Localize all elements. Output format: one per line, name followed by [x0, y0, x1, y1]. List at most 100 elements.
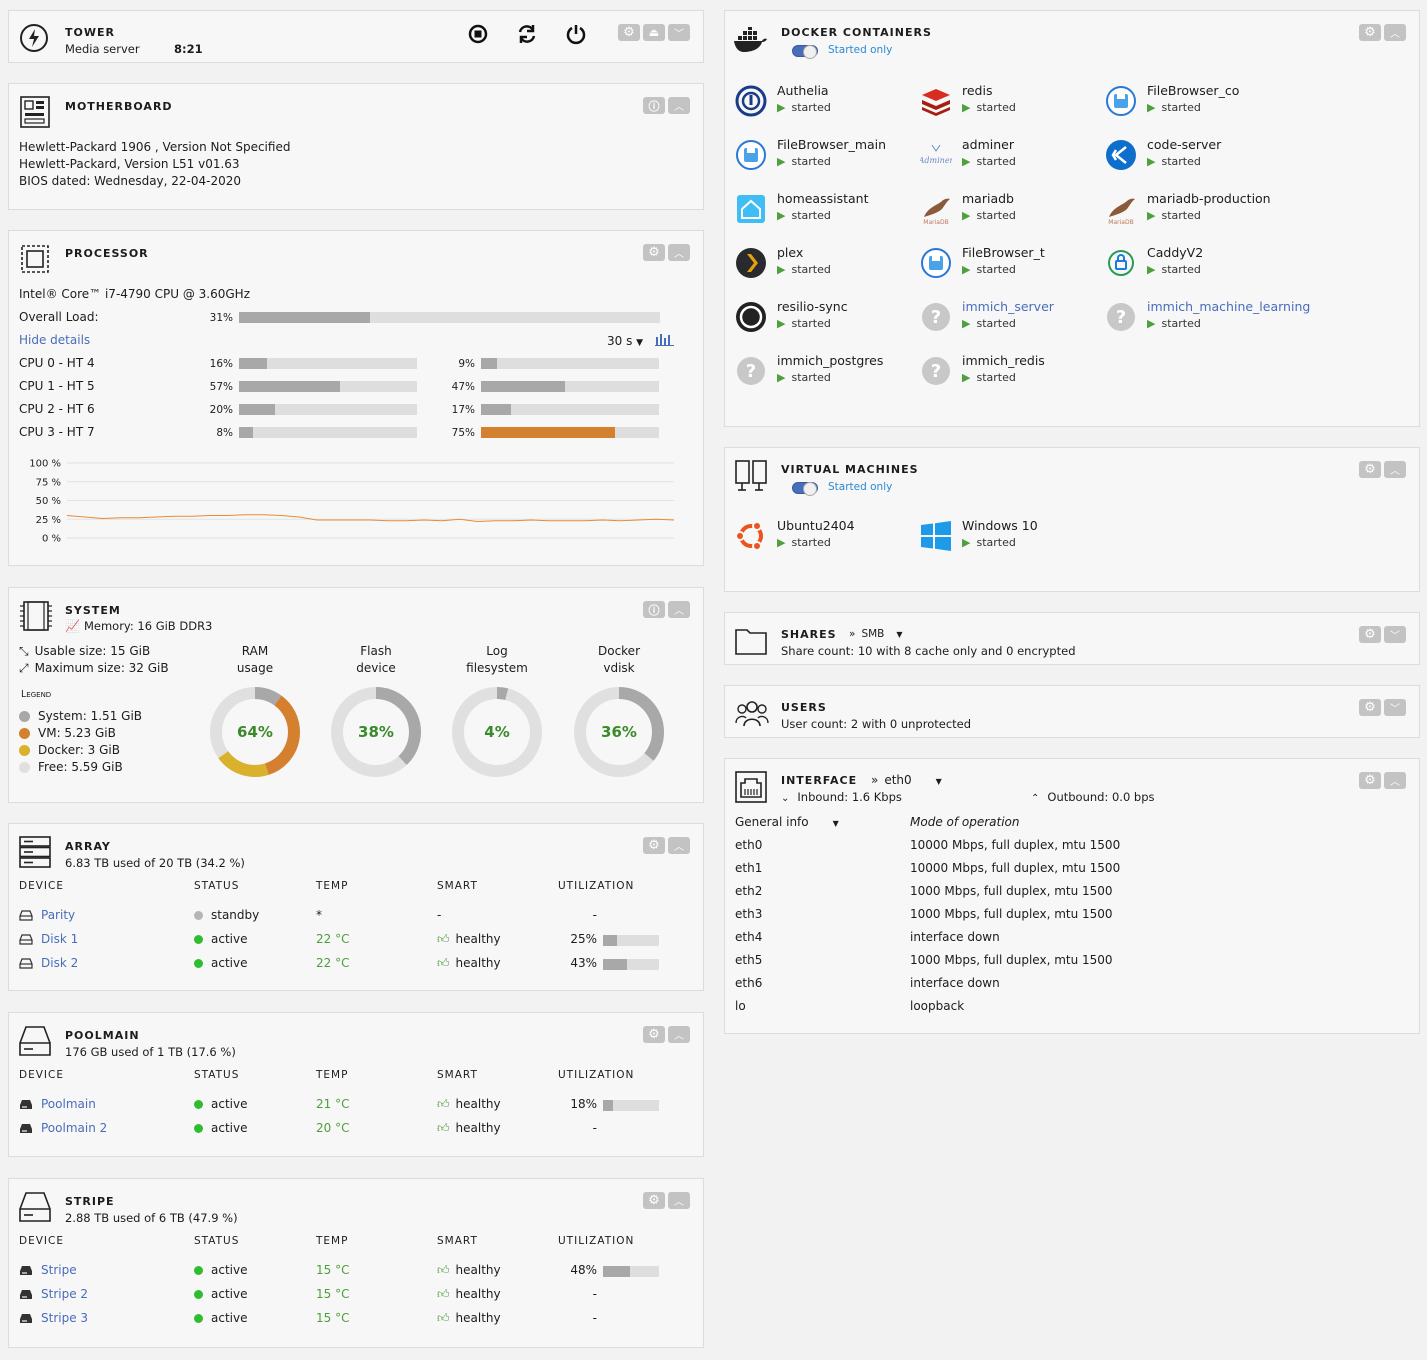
info-button[interactable]: ⓘ	[643, 97, 665, 114]
settings-button[interactable]: ⚙	[1359, 772, 1381, 789]
eject-button[interactable]: ⏏	[643, 24, 665, 41]
started-only-toggle[interactable]	[792, 45, 818, 59]
power-icon[interactable]	[566, 23, 586, 45]
device-status: active	[194, 1263, 247, 1277]
question-icon: ?	[737, 357, 765, 385]
device-name[interactable]: Stripe 2	[19, 1287, 88, 1301]
device-name[interactable]: Poolmain 2	[19, 1121, 107, 1135]
status-dot	[194, 1100, 203, 1109]
settings-button[interactable]: ⚙	[1359, 24, 1381, 41]
collapse-button[interactable]: ︿	[668, 1192, 690, 1209]
settings-button[interactable]: ⚙	[643, 1192, 665, 1209]
device-name[interactable]: Parity	[19, 908, 75, 922]
settings-button[interactable]: ⚙	[1359, 626, 1381, 643]
device-status: active	[194, 1097, 247, 1111]
container-name: immich_redis	[962, 353, 1045, 368]
stop-icon[interactable]	[468, 24, 488, 44]
collapse-button[interactable]: ︿	[1384, 461, 1406, 478]
device-name[interactable]: Poolmain	[19, 1097, 96, 1111]
trend-icon: 📈	[65, 619, 80, 633]
container-status: ▶ started	[777, 155, 831, 168]
interface-name: eth3	[735, 907, 763, 921]
device-status: standby	[194, 908, 259, 922]
collapse-button[interactable]: ︿	[668, 97, 690, 114]
hide-details-link[interactable]: Hide details	[19, 333, 91, 347]
usage-ring	[210, 687, 300, 777]
collapse-button[interactable]: ︿	[668, 1026, 690, 1043]
collapse-button[interactable]: ︿	[668, 244, 690, 261]
device-name[interactable]: Stripe	[19, 1263, 77, 1277]
caret-down-icon: ▼	[636, 338, 644, 348]
settings-button[interactable]: ⚙	[643, 837, 665, 854]
caret-down-icon: ▼	[896, 630, 903, 639]
play-icon: ▶	[1147, 263, 1156, 276]
general-info-select[interactable]: General info ▼	[735, 815, 839, 829]
device-name[interactable]: Stripe 3	[19, 1311, 88, 1325]
motherboard-line: BIOS dated: Wednesday, 22-04-2020	[19, 174, 242, 188]
motherboard-icon	[20, 96, 50, 128]
vm-name: Windows 10	[962, 518, 1038, 533]
collapse-button[interactable]: ﹀	[1384, 699, 1406, 716]
docker-icon	[734, 27, 767, 52]
protocol-select[interactable]: » SMB ▼	[849, 628, 903, 640]
chevron-up-icon: ︿	[1390, 777, 1400, 788]
ring-label: Log	[486, 644, 508, 658]
play-icon: ▶	[777, 371, 786, 384]
legend-item: Docker: 3 GiB	[19, 743, 120, 757]
legend-swatch	[19, 711, 30, 722]
settings-button[interactable]: ⚙	[1359, 461, 1381, 478]
thumbs-up-icon: 👍︎	[437, 1121, 450, 1135]
device-status: active	[194, 1121, 247, 1135]
settings-button[interactable]: ⚙	[643, 244, 665, 261]
collapse-button[interactable]: ﹀	[1384, 626, 1406, 643]
collapse-button[interactable]: ︿	[668, 837, 690, 854]
container-name: redis	[962, 83, 993, 98]
vm-icon	[735, 460, 767, 491]
caret-down-icon: ▼	[935, 777, 942, 786]
collapse-button[interactable]: ︿	[1384, 772, 1406, 789]
restart-icon[interactable]	[516, 23, 538, 45]
pool-disk-icon	[19, 1026, 51, 1056]
settings-button[interactable]: ⚙	[643, 1026, 665, 1043]
core-a-pct: 57%	[209, 381, 233, 393]
interface-name: eth4	[735, 930, 763, 944]
device-name[interactable]: Disk 1	[19, 932, 78, 946]
gear-icon: ⚙	[1364, 462, 1376, 477]
svg-text:MariaDB: MariaDB	[923, 219, 948, 225]
redis-icon	[922, 89, 950, 116]
graph-tick-label: 0 %	[42, 534, 61, 544]
collapse-button[interactable]: ︿	[668, 601, 690, 618]
play-icon: ▶	[1147, 101, 1156, 114]
array-icon	[19, 836, 51, 868]
homeassistant-icon	[737, 195, 765, 223]
overall-load-bar	[239, 312, 660, 323]
users-icon	[735, 701, 769, 727]
device-name[interactable]: Disk 2	[19, 956, 78, 970]
authelia-icon	[735, 85, 767, 117]
info-button[interactable]: ⓘ	[643, 601, 665, 618]
device-util: -	[592, 1287, 597, 1301]
container-name: code-server	[1147, 137, 1222, 152]
collapse-button[interactable]: ︿	[1384, 24, 1406, 41]
col-status: Status	[194, 880, 240, 892]
chart-icon[interactable]	[655, 332, 675, 346]
play-icon: ▶	[962, 317, 971, 330]
collapse-button[interactable]: ﹀	[668, 24, 690, 41]
settings-button[interactable]: ⚙	[618, 24, 640, 41]
core-b-bar	[481, 381, 659, 392]
settings-button[interactable]: ⚙	[1359, 699, 1381, 716]
processor-title: PROCESSOR	[65, 247, 149, 260]
started-only-toggle[interactable]	[792, 482, 818, 496]
container-name: resilio-sync	[777, 299, 848, 314]
interface-select[interactable]: » eth0 ▼	[871, 773, 942, 787]
expand-icon: ⤢	[19, 661, 29, 675]
interval-select[interactable]: 30 s ▼	[607, 334, 644, 348]
gear-icon: ⚙	[1364, 627, 1376, 642]
play-icon: ▶	[777, 536, 786, 549]
code-server-icon	[1106, 140, 1136, 170]
device-smart: 👍︎ healthy	[437, 1287, 501, 1301]
device-temp: 22 °C	[316, 956, 350, 970]
interface-mode: interface down	[910, 930, 1000, 944]
poolmain-panel: POOLMAIN 176 GB used of 1 TB (17.6 %) ⚙ ︿ De…	[8, 1012, 704, 1157]
play-icon: ▶	[962, 371, 971, 384]
